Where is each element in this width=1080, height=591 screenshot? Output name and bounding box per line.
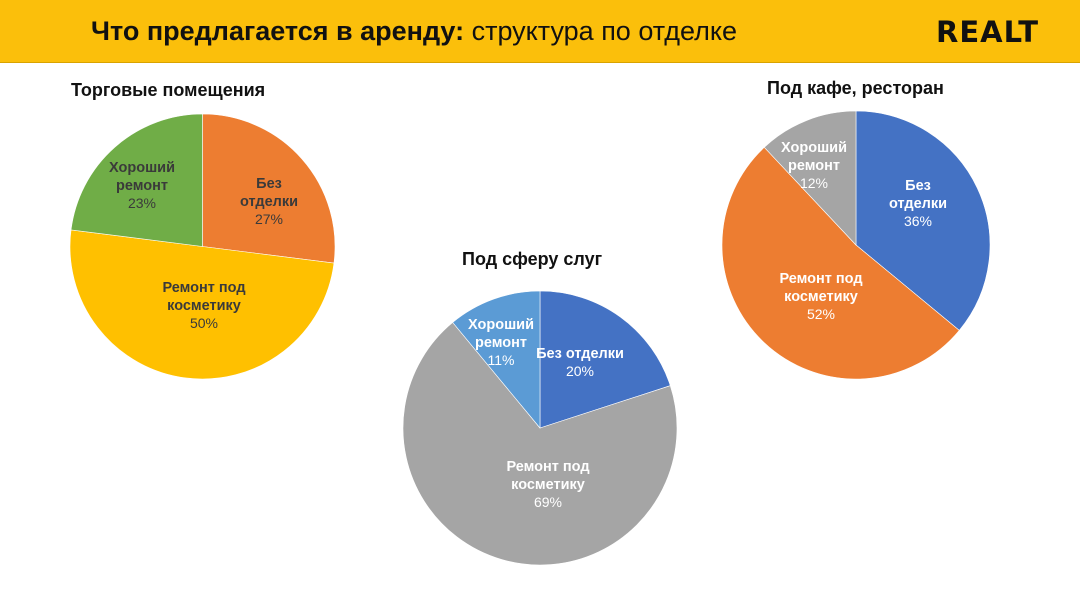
- slice-good-repair: [70, 113, 203, 247]
- slice-percent-text: 11%: [488, 352, 515, 368]
- slice-label-text: Хороший: [468, 317, 534, 333]
- slice-percent-text: 20%: [566, 363, 594, 379]
- slice-no-finish: [539, 290, 671, 429]
- slice-label-text: Ремонт под: [779, 271, 862, 287]
- slice-label-text: косметику: [784, 289, 858, 305]
- slice-label-text: Без: [256, 176, 282, 192]
- slice-label-text: Ремонт под: [506, 459, 589, 475]
- slice-cosmetic-repair: [69, 229, 335, 380]
- slice-label-text: ремонт: [116, 178, 168, 194]
- slice-label-text: Хороший: [109, 160, 175, 176]
- slice-label-text: Хороший: [781, 140, 847, 156]
- slice-good-repair: [763, 110, 857, 246]
- page-title-regular: структура по отделке: [471, 16, 737, 46]
- slice-cosmetic-repair: [721, 146, 960, 380]
- chart-title-retail: Торговые помещения: [71, 80, 266, 100]
- slice-percent-text: 27%: [255, 211, 283, 227]
- slice-good-repair: [452, 290, 541, 429]
- page-title-bold: Что предлагается в аренду:: [91, 16, 465, 46]
- slice-label-text: ремонт: [788, 158, 840, 174]
- slice-label-text: косметику: [167, 298, 241, 314]
- slice-percent-text: 50%: [190, 315, 218, 331]
- slice-percent-text: 23%: [128, 195, 156, 211]
- slice-percent-text: 69%: [534, 494, 562, 510]
- slice-label-text: ремонт: [475, 335, 527, 351]
- slice-percent-text: 52%: [807, 306, 835, 322]
- slice-percent-text: 12%: [800, 175, 828, 191]
- chart-title-services: Под сферу слуг: [462, 249, 603, 269]
- header-banner: Что предлагается в аренду: структура по …: [0, 0, 1080, 63]
- slice-label-text: Ремонт под: [162, 280, 245, 296]
- chart-title-cafe: Под кафе, ресторан: [767, 78, 944, 98]
- slice-no-finish: [855, 110, 991, 331]
- slice-label-text: отделки: [889, 196, 947, 212]
- realt-logo: REALT: [936, 15, 1040, 49]
- page-title: Что предлагается в аренду: структура по …: [91, 14, 737, 48]
- slice-cosmetic-repair: [402, 322, 678, 566]
- slice-label-text: отделки: [240, 194, 298, 210]
- slice-percent-text: 36%: [904, 213, 932, 229]
- slice-label-text: Без: [905, 178, 931, 194]
- slice-no-finish: [202, 113, 336, 264]
- slice-label-text: Без отделки: [536, 346, 624, 362]
- slice-label-text: косметику: [511, 477, 585, 493]
